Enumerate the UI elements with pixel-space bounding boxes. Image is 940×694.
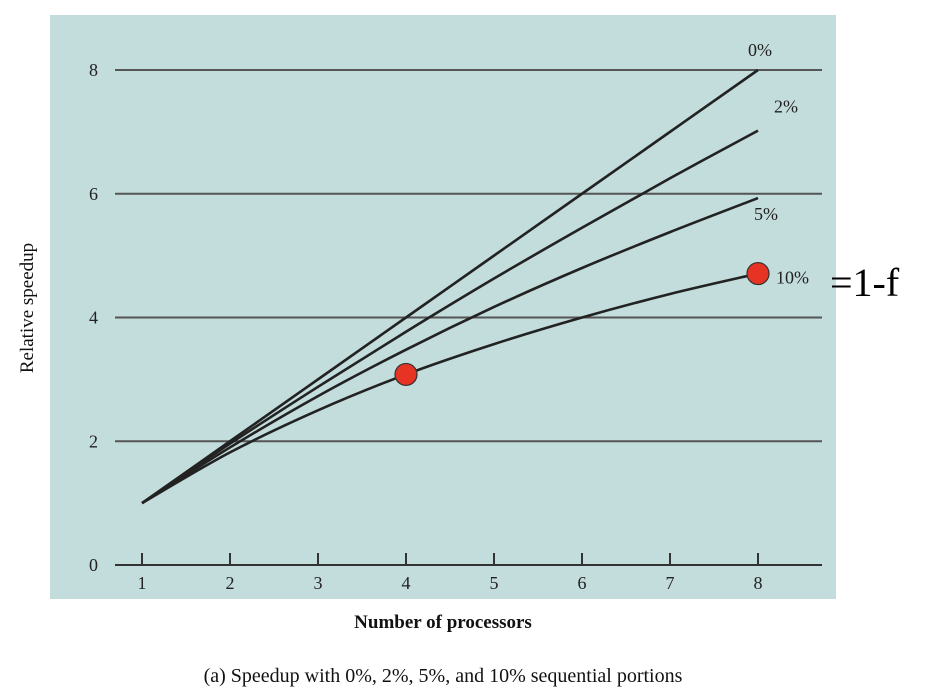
series-line-2pct: [141, 129, 759, 505]
series-labels: 0% 2% 5% 10%: [748, 40, 809, 288]
series-line-5pct: [141, 196, 759, 505]
x-tick-label: 1: [138, 573, 147, 593]
y-axis-title: Relative speedup: [17, 243, 38, 373]
series-lines: [141, 68, 759, 505]
x-tick-label: 3: [314, 573, 323, 593]
highlight-point: [394, 362, 418, 387]
figure-caption: (a) Speedup with 0%, 2%, 5%, and 10% seq…: [204, 665, 683, 687]
highlight-point: [746, 261, 770, 286]
y-tick-label: 2: [89, 431, 98, 451]
series-label: 5%: [754, 204, 778, 224]
series-label: 2%: [774, 97, 798, 117]
x-axis-title: Number of processors: [354, 612, 532, 633]
plot-background: [50, 15, 836, 599]
y-tick-label: 6: [89, 184, 98, 204]
series-line-0pct: [141, 68, 759, 505]
annotation-1-f: =1-f: [830, 260, 900, 305]
x-tick-label: 7: [666, 573, 675, 593]
series-label: 10%: [776, 268, 809, 288]
x-axis: 1 2 3 4 5 6 7 8: [115, 553, 822, 593]
x-tick-label: 5: [490, 573, 499, 593]
y-tick-label: 0: [89, 555, 98, 575]
x-tick-label: 6: [578, 573, 587, 593]
y-tick-label: 8: [89, 60, 98, 80]
y-axis: 0 2 4 6 8: [89, 60, 98, 575]
x-tick-label: 8: [754, 573, 763, 593]
highlight-points: [394, 261, 770, 387]
x-tick-label: 4: [402, 573, 411, 593]
x-tick-label: 2: [226, 573, 235, 593]
y-tick-label: 4: [89, 308, 98, 328]
series-label: 0%: [748, 40, 772, 60]
grid-lines: [115, 69, 822, 443]
series-line-10pct: [141, 272, 759, 505]
